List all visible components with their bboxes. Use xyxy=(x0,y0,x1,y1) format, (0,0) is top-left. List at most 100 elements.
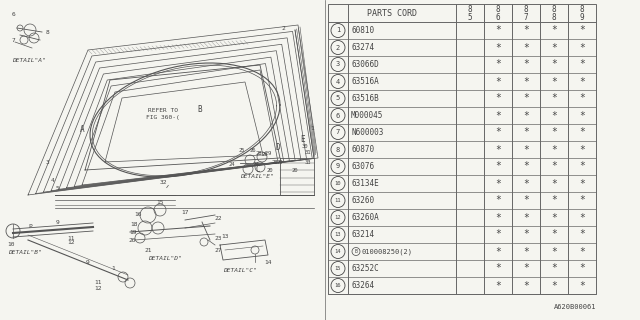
Text: 7: 7 xyxy=(12,37,16,43)
Text: *: * xyxy=(523,93,529,103)
Text: 3: 3 xyxy=(46,159,50,164)
Text: REFER TO: REFER TO xyxy=(148,108,178,113)
Text: 1: 1 xyxy=(336,28,340,34)
Text: 8: 8 xyxy=(45,29,49,35)
Text: DETAIL"A": DETAIL"A" xyxy=(12,58,45,62)
Text: *: * xyxy=(523,162,529,172)
Text: 8: 8 xyxy=(580,4,584,13)
Text: *: * xyxy=(523,196,529,205)
Text: *: * xyxy=(551,145,557,155)
Text: 11: 11 xyxy=(94,281,102,285)
Text: 63516B: 63516B xyxy=(351,94,379,103)
Text: *: * xyxy=(579,196,585,205)
Text: *: * xyxy=(495,281,501,291)
Text: 63260: 63260 xyxy=(351,196,374,205)
Text: 2: 2 xyxy=(281,26,285,30)
Text: 5: 5 xyxy=(55,186,59,190)
Text: 11: 11 xyxy=(335,198,341,203)
Text: 30: 30 xyxy=(301,145,308,149)
Text: 17: 17 xyxy=(181,210,189,214)
Text: *: * xyxy=(551,110,557,121)
Text: 5: 5 xyxy=(336,95,340,101)
Text: 24: 24 xyxy=(228,163,236,167)
Text: A620B00061: A620B00061 xyxy=(554,304,596,310)
Text: A: A xyxy=(80,125,84,134)
Text: 63066D: 63066D xyxy=(351,60,379,69)
Text: *: * xyxy=(495,263,501,274)
Text: 23: 23 xyxy=(214,236,221,241)
Text: *: * xyxy=(579,246,585,257)
Text: *: * xyxy=(495,196,501,205)
Text: *: * xyxy=(495,229,501,239)
Text: *: * xyxy=(523,281,529,291)
Text: *: * xyxy=(551,212,557,222)
Text: 10: 10 xyxy=(7,243,15,247)
Text: *: * xyxy=(579,229,585,239)
Text: *: * xyxy=(579,110,585,121)
Text: 20: 20 xyxy=(292,167,298,172)
Text: D: D xyxy=(276,143,280,153)
Text: *: * xyxy=(579,179,585,188)
Text: 27: 27 xyxy=(214,247,221,252)
Text: 25: 25 xyxy=(239,148,245,154)
Text: 63134E: 63134E xyxy=(351,179,379,188)
Text: 63252C: 63252C xyxy=(351,264,379,273)
Text: 29: 29 xyxy=(253,163,259,167)
Text: 31: 31 xyxy=(305,150,311,156)
Text: 14: 14 xyxy=(264,260,272,265)
Bar xyxy=(328,4,596,294)
Text: *: * xyxy=(495,76,501,86)
Text: 8: 8 xyxy=(524,4,528,13)
Text: *: * xyxy=(523,263,529,274)
Text: DETAIL"D": DETAIL"D" xyxy=(148,255,182,260)
Text: 8: 8 xyxy=(552,4,556,13)
Text: *: * xyxy=(551,76,557,86)
Text: 63260A: 63260A xyxy=(351,213,379,222)
Text: 9: 9 xyxy=(580,12,584,21)
Text: 60870: 60870 xyxy=(351,145,374,154)
Text: *: * xyxy=(495,179,501,188)
Text: *: * xyxy=(523,26,529,36)
Text: 29: 29 xyxy=(276,159,284,164)
Text: 11: 11 xyxy=(67,236,75,241)
Text: 8: 8 xyxy=(552,12,556,21)
Text: *: * xyxy=(523,179,529,188)
Text: *: * xyxy=(523,43,529,52)
Text: 7: 7 xyxy=(336,130,340,135)
Text: 4: 4 xyxy=(51,178,55,182)
Text: 18: 18 xyxy=(131,222,138,228)
Text: DETAIL"B": DETAIL"B" xyxy=(8,251,42,255)
Text: 8: 8 xyxy=(496,4,500,13)
Text: 5: 5 xyxy=(468,12,472,21)
Text: E: E xyxy=(301,135,305,145)
Text: 14: 14 xyxy=(335,249,341,254)
Text: 12: 12 xyxy=(335,215,341,220)
Text: 12: 12 xyxy=(94,286,102,292)
Text: PARTS CORD: PARTS CORD xyxy=(367,9,417,18)
Text: *: * xyxy=(551,281,557,291)
Text: 20: 20 xyxy=(128,237,136,243)
Text: 6: 6 xyxy=(12,12,16,18)
Text: N600003: N600003 xyxy=(351,128,383,137)
Text: 16: 16 xyxy=(134,212,141,218)
Text: 1: 1 xyxy=(111,267,115,271)
Text: 33: 33 xyxy=(305,161,311,165)
Text: 15: 15 xyxy=(156,201,164,205)
Text: 63516A: 63516A xyxy=(351,77,379,86)
Text: 9: 9 xyxy=(56,220,60,225)
Text: 19: 19 xyxy=(129,229,137,235)
Text: 28: 28 xyxy=(272,159,278,164)
Text: 010008250(2): 010008250(2) xyxy=(362,248,413,255)
Text: *: * xyxy=(523,229,529,239)
Text: 8: 8 xyxy=(336,147,340,153)
Text: 20: 20 xyxy=(267,169,273,173)
Text: 10: 10 xyxy=(335,181,341,186)
Text: *: * xyxy=(523,110,529,121)
Text: 15: 15 xyxy=(335,266,341,271)
Text: *: * xyxy=(579,162,585,172)
Text: *: * xyxy=(495,127,501,138)
Text: *: * xyxy=(495,93,501,103)
Text: *: * xyxy=(551,196,557,205)
Text: *: * xyxy=(579,263,585,274)
Text: 21: 21 xyxy=(144,247,152,252)
